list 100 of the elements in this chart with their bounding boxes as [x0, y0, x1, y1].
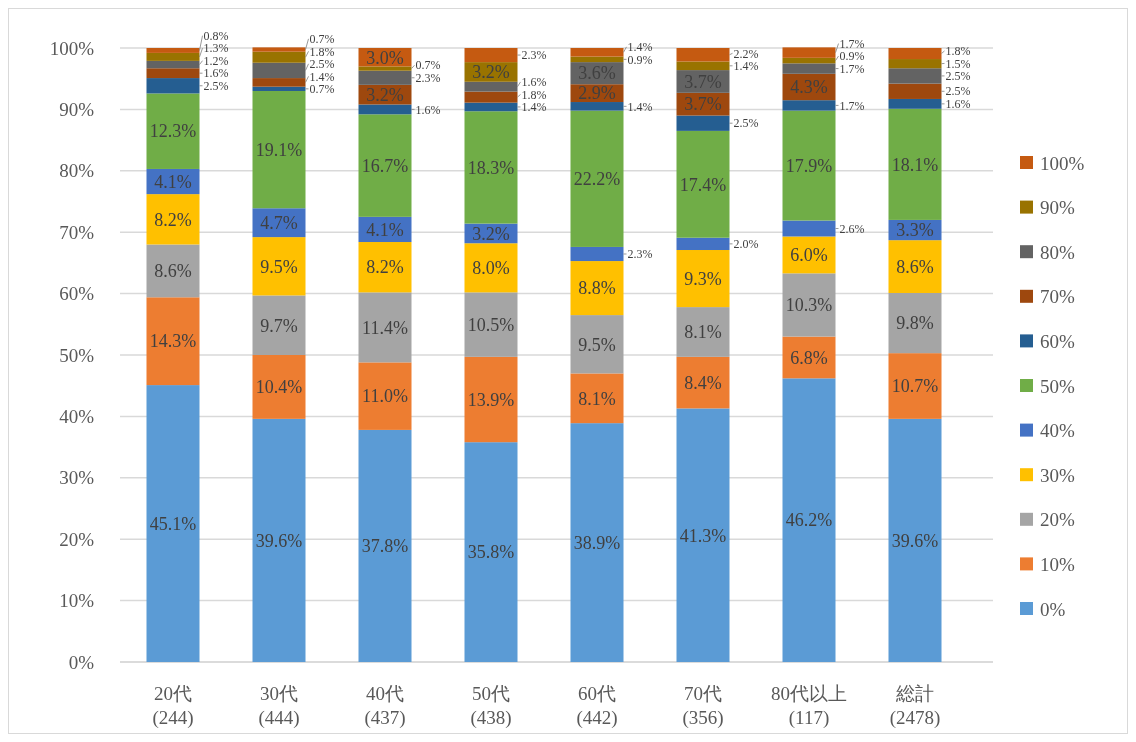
bar	[252, 78, 306, 87]
data-label: 19.1%	[255, 139, 303, 160]
data-label: 3.2%	[472, 62, 510, 83]
x-tick-label: 70代 (356)	[682, 683, 724, 729]
data-label: 8.1%	[578, 388, 616, 409]
legend-label: 80%	[1040, 241, 1075, 263]
data-label: 9.5%	[260, 256, 298, 277]
data-label: 2.9%	[578, 83, 616, 104]
data-label: 8.8%	[578, 278, 616, 299]
bar	[888, 292, 942, 354]
legend-label: 70%	[1040, 286, 1075, 308]
bar	[252, 237, 306, 296]
bar	[570, 56, 624, 63]
data-label: 45.1%	[149, 513, 197, 534]
bar	[358, 362, 412, 430]
bar	[676, 250, 730, 308]
legend-label: 10%	[1040, 554, 1075, 576]
bar	[252, 62, 306, 79]
bar	[676, 48, 730, 62]
data-label: 10.4%	[255, 377, 303, 398]
bar	[888, 353, 942, 419]
data-label: 2.0%	[733, 237, 759, 252]
data-label: 17.4%	[679, 174, 727, 195]
data-label: 1.6%	[415, 102, 441, 117]
bar	[888, 48, 942, 60]
bar	[464, 111, 518, 224]
bar	[464, 81, 518, 92]
legend-label: 20%	[1040, 509, 1075, 531]
data-label: 3.2%	[366, 84, 404, 105]
legend-label: 0%	[1040, 598, 1066, 620]
bar	[252, 355, 306, 419]
bar	[464, 91, 518, 103]
bar	[782, 273, 836, 337]
bar	[782, 110, 836, 221]
data-label: 8.1%	[684, 322, 722, 343]
data-label: 1.7%	[839, 61, 865, 76]
legend-label: 50%	[1040, 375, 1075, 397]
bar	[676, 130, 730, 238]
bar	[782, 100, 836, 111]
data-label: 1.8%	[521, 87, 547, 102]
legend-label: 100%	[1040, 152, 1085, 174]
data-label: 39.6%	[891, 530, 939, 551]
bar	[464, 48, 518, 63]
legend-label: 30%	[1040, 464, 1075, 486]
data-label: 8.4%	[684, 372, 722, 393]
data-label: 11.4%	[362, 317, 408, 338]
data-label: 0.8%	[203, 28, 229, 43]
data-label: 11.0%	[362, 386, 408, 407]
bar	[676, 237, 730, 251]
data-label: 1.4%	[627, 40, 653, 55]
data-label: 41.3%	[679, 525, 727, 546]
data-label: 1.6%	[521, 75, 547, 90]
data-label: 10.7%	[891, 376, 939, 397]
bar	[676, 408, 730, 662]
bar	[146, 297, 200, 386]
data-label: 8.2%	[366, 257, 404, 278]
x-tick-label: 40代 (437)	[364, 683, 406, 729]
y-tick-label: 70%	[59, 221, 95, 243]
bar	[146, 385, 200, 662]
bar	[464, 102, 518, 112]
bar	[888, 108, 942, 220]
data-label: 2.5%	[945, 69, 971, 84]
data-label: 2.3%	[415, 70, 441, 85]
bar	[358, 114, 412, 217]
bar	[570, 48, 624, 57]
data-label: 2.5%	[203, 78, 229, 93]
data-label: 1.4%	[521, 100, 547, 115]
bar	[570, 261, 624, 316]
data-label: 10.5%	[467, 314, 515, 335]
data-label: 2.5%	[733, 116, 759, 131]
data-label: 0.9%	[839, 49, 865, 64]
data-label: 16.7%	[361, 155, 409, 176]
data-label: 17.9%	[785, 155, 833, 176]
bar	[676, 61, 730, 71]
bar	[146, 48, 200, 53]
data-label: 22.2%	[573, 169, 621, 190]
legend-label: 60%	[1040, 331, 1075, 353]
bar	[464, 243, 518, 293]
data-label: 4.1%	[154, 171, 192, 192]
data-label: 18.3%	[467, 157, 515, 178]
bar	[570, 373, 624, 424]
data-label: 3.0%	[366, 47, 404, 68]
bar	[782, 63, 836, 74]
legend-label: 40%	[1040, 420, 1075, 442]
bar	[570, 110, 624, 247]
x-tick-label: 30代 (444)	[258, 683, 300, 729]
x-tick-label: 60代 (442)	[576, 683, 618, 729]
data-label: 1.4%	[733, 59, 759, 74]
data-label: 1.3%	[203, 41, 229, 56]
bar	[146, 78, 200, 94]
data-label: 14.3%	[149, 331, 197, 352]
bar	[146, 52, 200, 61]
legend-label: 90%	[1040, 197, 1075, 219]
bar	[146, 68, 200, 79]
data-label: 4.7%	[260, 212, 298, 233]
bar	[146, 93, 200, 169]
bar	[358, 429, 412, 662]
data-label: 2.6%	[839, 221, 865, 236]
data-label: 1.4%	[627, 99, 653, 114]
x-tick-label: 50代 (438)	[470, 683, 512, 729]
